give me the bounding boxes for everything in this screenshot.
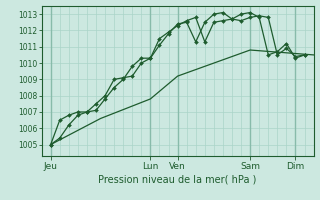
X-axis label: Pression niveau de la mer( hPa ): Pression niveau de la mer( hPa ) [99,175,257,185]
